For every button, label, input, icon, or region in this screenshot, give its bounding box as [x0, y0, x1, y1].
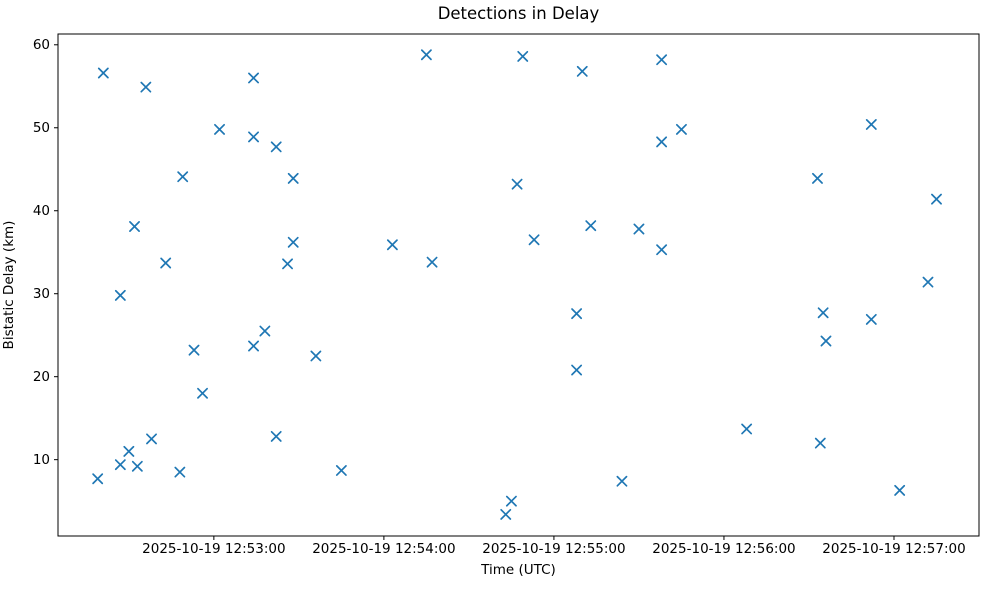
data-point-marker — [865, 118, 877, 130]
data-point-marker — [517, 50, 529, 62]
y-tick-label: 30 — [32, 285, 50, 302]
data-point-marker — [160, 257, 172, 269]
data-point-marker — [140, 81, 152, 93]
data-point-marker — [174, 466, 186, 478]
data-point-marker — [386, 239, 398, 251]
data-point-marker — [814, 437, 826, 449]
data-point-marker — [287, 236, 299, 248]
data-point-marker — [287, 172, 299, 184]
data-point-marker — [500, 508, 512, 520]
data-point-marker — [576, 65, 588, 77]
data-point-marker — [248, 131, 259, 143]
x-tick-label: 2025-10-19 12:53:00 — [142, 541, 286, 557]
y-tick-label: 50 — [32, 119, 50, 136]
data-point-marker — [282, 258, 293, 270]
data-point-marker — [571, 308, 583, 320]
data-point-marker — [571, 364, 583, 376]
plot-border — [57, 33, 980, 537]
data-point-marker — [616, 475, 628, 487]
data-point-marker — [146, 433, 157, 445]
x-tick-label: 2025-10-19 12:57:00 — [822, 541, 966, 557]
data-point-marker — [741, 423, 753, 435]
data-point-marker — [129, 221, 140, 232]
data-point-marker — [420, 49, 432, 61]
data-point-marker — [894, 484, 906, 496]
data-point-marker — [656, 136, 668, 148]
y-tick-label: 60 — [32, 36, 50, 53]
data-point-marker — [656, 54, 668, 66]
data-point-marker — [656, 244, 668, 256]
data-point-marker — [865, 313, 877, 325]
data-point-marker — [511, 178, 523, 190]
data-point-marker — [270, 141, 282, 153]
data-point-marker — [114, 459, 126, 471]
data-point-marker — [131, 460, 143, 472]
data-point-marker — [92, 473, 104, 485]
data-point-marker — [675, 123, 687, 135]
data-point-marker — [820, 335, 832, 347]
chart-title: Detections in Delay — [437, 4, 600, 23]
x-tick-label: 2025-10-19 12:54:00 — [312, 541, 456, 557]
data-point-marker — [248, 340, 259, 352]
data-point-marker — [188, 344, 200, 356]
x-tick-label: 2025-10-19 12:56:00 — [652, 541, 796, 557]
data-point-marker — [585, 220, 597, 232]
data-point-marker — [931, 193, 942, 205]
data-point-marker — [310, 350, 322, 362]
data-point-marker — [248, 72, 259, 84]
y-tick-label: 40 — [32, 202, 50, 219]
data-point-marker — [97, 67, 109, 79]
data-point-marker — [528, 234, 540, 246]
data-point-marker — [505, 495, 517, 507]
data-point-marker — [259, 325, 271, 337]
data-point-marker — [633, 223, 645, 235]
data-point-marker — [197, 387, 208, 399]
data-point-marker — [123, 445, 135, 457]
y-tick-label: 10 — [32, 451, 50, 468]
data-point-marker — [812, 172, 823, 184]
x-axis-label: Time (UTC) — [481, 562, 556, 578]
data-point-marker — [214, 123, 225, 135]
x-tick-label: 2025-10-19 12:55:00 — [482, 541, 626, 557]
y-tick-label: 20 — [32, 368, 50, 385]
data-point-marker — [114, 289, 126, 301]
data-point-marker — [817, 307, 829, 319]
data-point-marker — [335, 465, 347, 476]
data-point-marker — [270, 430, 282, 442]
data-point-marker — [922, 276, 934, 288]
data-point-marker — [177, 171, 189, 183]
data-point-marker — [426, 256, 438, 268]
